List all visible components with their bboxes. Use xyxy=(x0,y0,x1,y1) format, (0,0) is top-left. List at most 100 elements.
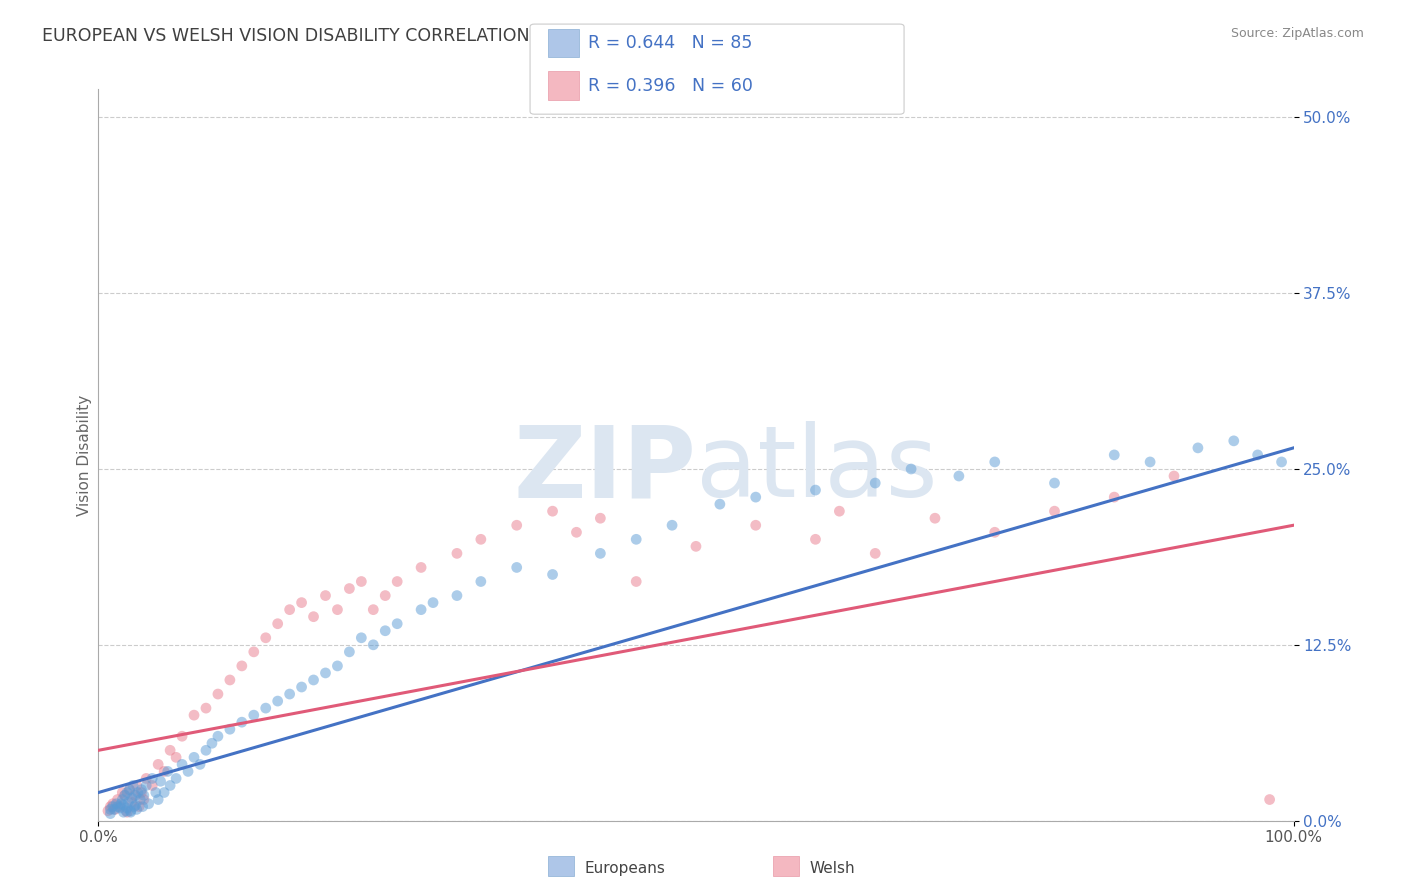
Point xyxy=(924,511,946,525)
Point xyxy=(105,797,128,811)
Point xyxy=(172,757,194,772)
Point xyxy=(363,602,385,616)
Point xyxy=(1043,504,1066,518)
Point xyxy=(350,631,373,645)
Point xyxy=(1163,469,1185,483)
Text: Europeans: Europeans xyxy=(585,862,666,876)
Text: atlas: atlas xyxy=(696,421,938,518)
Text: R = 0.396   N = 60: R = 0.396 N = 60 xyxy=(588,77,752,95)
Point xyxy=(1222,434,1246,448)
Point xyxy=(120,804,142,818)
Point xyxy=(103,802,125,816)
Point xyxy=(132,792,155,806)
Point xyxy=(183,708,205,723)
Point xyxy=(278,687,301,701)
Point xyxy=(411,602,433,616)
Point xyxy=(124,789,146,803)
Point xyxy=(131,782,153,797)
Point xyxy=(589,546,612,560)
Point xyxy=(589,511,612,525)
Point xyxy=(159,743,181,757)
Point xyxy=(101,799,124,814)
Point xyxy=(315,665,337,680)
Point xyxy=(115,801,138,815)
Point xyxy=(127,785,149,799)
Point xyxy=(470,574,492,589)
Point xyxy=(172,729,194,743)
Text: Source: ZipAtlas.com: Source: ZipAtlas.com xyxy=(1230,27,1364,40)
Point xyxy=(153,764,176,779)
Point xyxy=(110,797,132,811)
Point xyxy=(290,596,312,610)
Point xyxy=(661,518,683,533)
Point xyxy=(115,805,138,820)
Y-axis label: Vision Disability: Vision Disability xyxy=(77,394,91,516)
Point xyxy=(1102,490,1125,504)
Point xyxy=(863,476,886,491)
Point xyxy=(315,589,337,603)
Point xyxy=(1187,441,1209,455)
Point xyxy=(188,757,211,772)
Point xyxy=(900,462,922,476)
Point xyxy=(104,802,127,816)
Point xyxy=(107,792,129,806)
Point xyxy=(745,518,768,533)
Point xyxy=(983,525,1005,540)
Point xyxy=(267,694,290,708)
Point xyxy=(254,701,277,715)
Point xyxy=(1246,448,1268,462)
Point xyxy=(129,792,152,806)
Point xyxy=(446,546,468,560)
Point xyxy=(111,792,134,806)
Point xyxy=(108,801,131,815)
Point xyxy=(804,533,827,547)
Point xyxy=(121,796,143,810)
Point xyxy=(115,804,138,818)
Point xyxy=(117,796,139,810)
Point xyxy=(165,750,187,764)
Point xyxy=(207,729,229,743)
Point xyxy=(141,779,163,793)
Point xyxy=(302,609,325,624)
Point xyxy=(98,802,122,816)
Point xyxy=(231,715,253,730)
Point xyxy=(122,779,145,793)
Text: ZIP: ZIP xyxy=(513,421,696,518)
Point xyxy=(1258,792,1281,806)
Point xyxy=(98,806,122,821)
Text: EUROPEAN VS WELSH VISION DISABILITY CORRELATION CHART: EUROPEAN VS WELSH VISION DISABILITY CORR… xyxy=(42,27,595,45)
Point xyxy=(242,708,264,723)
Point xyxy=(374,589,396,603)
Point xyxy=(1102,448,1125,462)
Point xyxy=(278,602,301,616)
Point xyxy=(97,804,120,818)
Point xyxy=(828,504,851,518)
Point xyxy=(156,764,179,779)
Point xyxy=(1271,455,1294,469)
Point xyxy=(565,525,588,540)
Point xyxy=(983,455,1005,469)
Point xyxy=(111,785,134,799)
Point xyxy=(219,673,242,687)
Point xyxy=(107,799,129,814)
Point xyxy=(125,802,148,816)
Point xyxy=(242,645,264,659)
Point xyxy=(745,490,768,504)
Point xyxy=(153,785,176,799)
Point xyxy=(124,798,146,813)
Point xyxy=(145,785,167,799)
Point xyxy=(337,582,360,596)
Point xyxy=(121,791,143,805)
Point xyxy=(98,799,122,814)
Point xyxy=(118,782,141,797)
Point xyxy=(374,624,396,638)
Point xyxy=(624,533,647,547)
Point xyxy=(120,805,142,820)
Text: Welsh: Welsh xyxy=(810,862,855,876)
Point xyxy=(124,799,146,814)
Point xyxy=(804,483,827,497)
Point xyxy=(326,602,349,616)
Point xyxy=(201,736,224,750)
Point xyxy=(112,805,135,820)
Point xyxy=(118,782,141,797)
